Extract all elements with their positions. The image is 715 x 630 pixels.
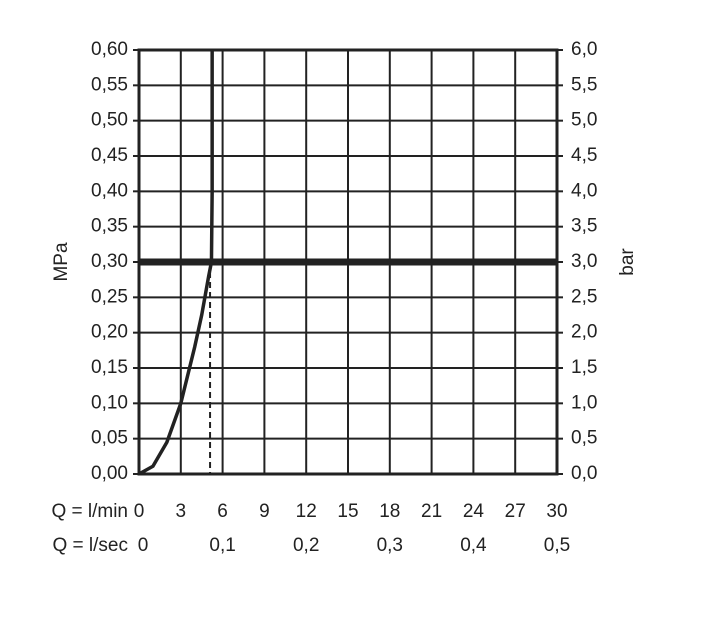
y2-tick-label: 3,0	[571, 251, 597, 272]
x-axis-label: Q = l/min	[51, 501, 128, 522]
x-tick-label: 3	[176, 501, 187, 522]
x-tick-label: 24	[463, 501, 485, 522]
y-tick-label: 0,15	[91, 357, 128, 378]
x-tick-label: 21	[421, 501, 442, 522]
y2-tick-label: 2,5	[571, 286, 597, 307]
x2-tick-label: 0,3	[377, 535, 403, 556]
y-tick-label: 0,60	[91, 39, 128, 60]
y-tick-label: 0,35	[91, 216, 128, 237]
x2-axis-label: Q = l/sec	[53, 535, 129, 556]
y2-axis-label: bar	[617, 248, 638, 276]
x-tick-label: 18	[379, 501, 400, 522]
y2-tick-label: 2,0	[571, 322, 597, 343]
y-tick-label: 0,40	[91, 180, 128, 201]
y2-tick-label: 5,0	[571, 110, 597, 131]
x2-tick-label: 0,2	[293, 535, 319, 556]
x-tick-label: 9	[259, 501, 270, 522]
y2-tick-label: 0,0	[571, 463, 597, 484]
curve	[138, 50, 214, 476]
x2-tick-label: 0,5	[544, 535, 570, 556]
x2-tick-label: 0,4	[460, 535, 487, 556]
y-tick-label: 0,50	[91, 110, 128, 131]
y-tick-label: 0,55	[91, 74, 128, 95]
y-tick-label: 0,10	[91, 392, 128, 413]
x-tick-label: 0	[134, 501, 145, 522]
y2-tick-label: 6,0	[571, 39, 597, 60]
y2-tick-label: 4,0	[571, 180, 597, 201]
x-tick-label: 12	[296, 501, 317, 522]
x-tick-label: 27	[505, 501, 526, 522]
y2-tick-label: 5,5	[571, 74, 597, 95]
y2-tick-label: 4,5	[571, 145, 597, 166]
y2-tick-label: 1,0	[571, 392, 597, 413]
x2-tick-label: 0	[138, 535, 149, 556]
x2-tick-label: 0,1	[209, 535, 235, 556]
y-tick-label: 0,45	[91, 145, 128, 166]
y2-tick-label: 0,5	[571, 428, 597, 449]
y2-tick-label: 1,5	[571, 357, 597, 378]
x-tick-label: 15	[337, 501, 358, 522]
y-tick-label: 0,25	[91, 286, 128, 307]
y-tick-label: 0,30	[91, 251, 128, 272]
x-tick-label: 30	[546, 501, 567, 522]
y-axis-label: MPa	[51, 242, 72, 282]
x-tick-label: 6	[217, 501, 228, 522]
y2-tick-label: 3,5	[571, 216, 597, 237]
y-tick-label: 0,00	[91, 463, 128, 484]
y-tick-label: 0,20	[91, 322, 128, 343]
y-tick-label: 0,05	[91, 428, 128, 449]
